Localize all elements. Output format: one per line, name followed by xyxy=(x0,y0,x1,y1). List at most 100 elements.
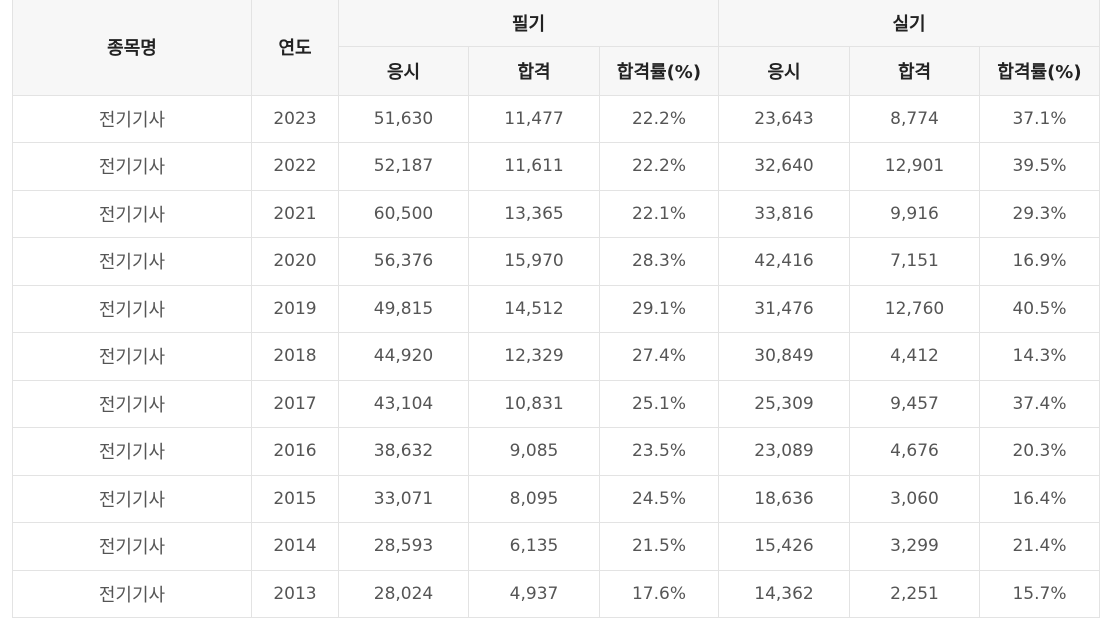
cell-practical-apply: 32,640 xyxy=(718,142,850,191)
cell-practical-rate: 37.1% xyxy=(979,94,1100,143)
cell-name: 전기기사 xyxy=(12,142,252,191)
cell-written-apply: 38,632 xyxy=(338,427,469,476)
header-written-apply: 응시 xyxy=(338,45,469,96)
cell-written-apply: 49,815 xyxy=(338,284,469,333)
cell-year: 2015 xyxy=(251,474,339,523)
cell-practical-rate: 16.9% xyxy=(979,237,1100,286)
cell-practical-pass: 4,412 xyxy=(849,332,980,381)
cell-name: 전기기사 xyxy=(12,237,252,286)
cell-written-apply: 33,071 xyxy=(338,474,469,523)
cell-name: 전기기사 xyxy=(12,332,252,381)
cell-year: 2019 xyxy=(251,284,339,333)
table-row: 전기기사 2020 56,376 15,970 28.3% 42,416 7,1… xyxy=(12,237,1100,286)
cell-written-apply: 28,593 xyxy=(338,522,469,571)
cell-year: 2022 xyxy=(251,142,339,191)
cell-written-pass: 9,085 xyxy=(468,427,600,476)
cell-written-apply: 51,630 xyxy=(338,94,469,143)
cell-written-pass: 14,512 xyxy=(468,284,600,333)
cell-written-apply: 44,920 xyxy=(338,332,469,381)
pass-rate-table-container: 종목명 연도 필기 실기 응시 합격 합격률(%) 응시 합격 합격률(%) 전… xyxy=(12,0,1100,618)
table-row: 전기기사 2016 38,632 9,085 23.5% 23,089 4,67… xyxy=(12,427,1100,476)
cell-name: 전기기사 xyxy=(12,189,252,238)
cell-practical-apply: 33,816 xyxy=(718,189,850,238)
cell-name: 전기기사 xyxy=(12,569,252,618)
cell-practical-pass: 3,060 xyxy=(849,474,980,523)
table-row: 전기기사 2014 28,593 6,135 21.5% 15,426 3,29… xyxy=(12,522,1100,571)
cell-written-pass: 11,477 xyxy=(468,94,600,143)
cell-practical-rate: 16.4% xyxy=(979,474,1100,523)
cell-practical-rate: 14.3% xyxy=(979,332,1100,381)
cell-practical-pass: 12,760 xyxy=(849,284,980,333)
cell-written-apply: 60,500 xyxy=(338,189,469,238)
cell-name: 전기기사 xyxy=(12,379,252,428)
header-written-rate: 합격률(%) xyxy=(599,45,719,96)
cell-practical-pass: 9,457 xyxy=(849,379,980,428)
table-row: 전기기사 2019 49,815 14,512 29.1% 31,476 12,… xyxy=(12,284,1100,333)
table-row: 전기기사 2023 51,630 11,477 22.2% 23,643 8,7… xyxy=(12,94,1100,143)
cell-written-pass: 8,095 xyxy=(468,474,600,523)
cell-written-pass: 10,831 xyxy=(468,379,600,428)
cell-name: 전기기사 xyxy=(12,522,252,571)
cell-year: 2021 xyxy=(251,189,339,238)
cell-practical-pass: 12,901 xyxy=(849,142,980,191)
cell-practical-apply: 18,636 xyxy=(718,474,850,523)
table-row: 전기기사 2013 28,024 4,937 17.6% 14,362 2,25… xyxy=(12,569,1100,618)
cell-practical-rate: 37.4% xyxy=(979,379,1100,428)
cell-written-apply: 52,187 xyxy=(338,142,469,191)
cell-written-pass: 4,937 xyxy=(468,569,600,618)
cell-practical-rate: 29.3% xyxy=(979,189,1100,238)
cell-year: 2013 xyxy=(251,569,339,618)
cell-written-apply: 56,376 xyxy=(338,237,469,286)
cell-written-pass: 15,970 xyxy=(468,237,600,286)
header-year: 연도 xyxy=(251,0,339,96)
cell-practical-rate: 39.5% xyxy=(979,142,1100,191)
cell-written-rate: 29.1% xyxy=(599,284,719,333)
cell-written-apply: 43,104 xyxy=(338,379,469,428)
cell-written-rate: 24.5% xyxy=(599,474,719,523)
cell-practical-apply: 23,089 xyxy=(718,427,850,476)
table-row: 전기기사 2022 52,187 11,611 22.2% 32,640 12,… xyxy=(12,142,1100,191)
cell-written-pass: 11,611 xyxy=(468,142,600,191)
header-practical-rate: 합격률(%) xyxy=(979,45,1100,96)
cell-practical-apply: 23,643 xyxy=(718,94,850,143)
cell-written-rate: 17.6% xyxy=(599,569,719,618)
cell-written-rate: 23.5% xyxy=(599,427,719,476)
cell-written-rate: 22.1% xyxy=(599,189,719,238)
cell-practical-apply: 31,476 xyxy=(718,284,850,333)
cell-written-apply: 28,024 xyxy=(338,569,469,618)
cell-practical-apply: 14,362 xyxy=(718,569,850,618)
cell-written-rate: 27.4% xyxy=(599,332,719,381)
cell-name: 전기기사 xyxy=(12,94,252,143)
cell-name: 전기기사 xyxy=(12,427,252,476)
cell-practical-rate: 40.5% xyxy=(979,284,1100,333)
table-row: 전기기사 2015 33,071 8,095 24.5% 18,636 3,06… xyxy=(12,474,1100,523)
header-written-pass: 합격 xyxy=(468,45,600,96)
header-practical: 실기 xyxy=(718,0,1100,47)
header-practical-pass: 합격 xyxy=(849,45,980,96)
cell-practical-pass: 2,251 xyxy=(849,569,980,618)
cell-written-rate: 28.3% xyxy=(599,237,719,286)
cell-written-rate: 22.2% xyxy=(599,94,719,143)
cell-practical-apply: 30,849 xyxy=(718,332,850,381)
table-row: 전기기사 2021 60,500 13,365 22.1% 33,816 9,9… xyxy=(12,189,1100,238)
cell-practical-rate: 15.7% xyxy=(979,569,1100,618)
cell-written-rate: 22.2% xyxy=(599,142,719,191)
cell-year: 2017 xyxy=(251,379,339,428)
cell-name: 전기기사 xyxy=(12,284,252,333)
cell-written-rate: 21.5% xyxy=(599,522,719,571)
table-row: 전기기사 2017 43,104 10,831 25.1% 25,309 9,4… xyxy=(12,379,1100,428)
table-row: 전기기사 2018 44,920 12,329 27.4% 30,849 4,4… xyxy=(12,332,1100,381)
header-practical-apply: 응시 xyxy=(718,45,850,96)
cell-written-pass: 12,329 xyxy=(468,332,600,381)
cell-practical-pass: 8,774 xyxy=(849,94,980,143)
cell-year: 2014 xyxy=(251,522,339,571)
header-row-sub: 응시 합격 합격률(%) 응시 합격 합격률(%) xyxy=(13,45,1100,96)
cell-practical-apply: 15,426 xyxy=(718,522,850,571)
pass-rate-table: 종목명 연도 필기 실기 응시 합격 합격률(%) 응시 합격 합격률(%) 전… xyxy=(12,0,1100,618)
table-body: 전기기사 2023 51,630 11,477 22.2% 23,643 8,7… xyxy=(12,94,1100,618)
cell-year: 2020 xyxy=(251,237,339,286)
cell-practical-rate: 20.3% xyxy=(979,427,1100,476)
cell-practical-apply: 42,416 xyxy=(718,237,850,286)
cell-name: 전기기사 xyxy=(12,474,252,523)
cell-practical-pass: 3,299 xyxy=(849,522,980,571)
